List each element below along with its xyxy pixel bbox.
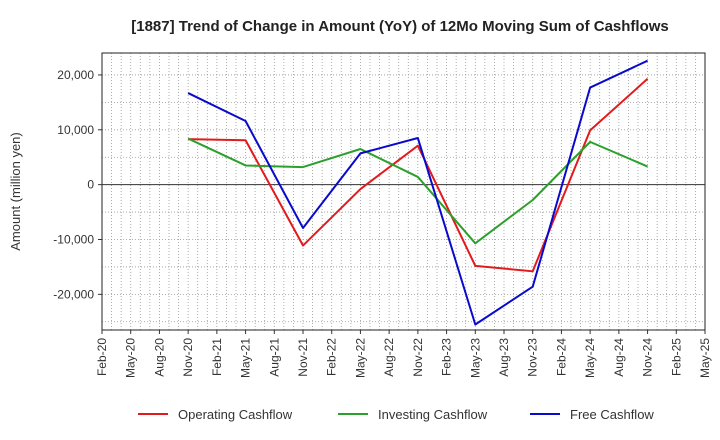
x-tick-label: Feb-25 xyxy=(669,338,683,376)
x-tick-label: Nov-22 xyxy=(411,338,425,377)
y-tick-label: 20,000 xyxy=(57,68,94,82)
x-tick-label: Nov-21 xyxy=(296,338,310,377)
x-tick-label: Aug-21 xyxy=(267,338,281,377)
x-tick-label: Nov-20 xyxy=(181,338,195,377)
series-line-free-cashflow xyxy=(187,59,648,326)
x-tick-label: May-21 xyxy=(239,338,253,378)
plot-area xyxy=(101,52,706,331)
legend-label-investing-cashflow: Investing Cashflow xyxy=(378,407,488,422)
x-tick-label: May-24 xyxy=(583,338,597,378)
x-tick-label: May-23 xyxy=(468,338,482,378)
y-tick-label: 10,000 xyxy=(57,123,94,137)
x-tick-label: May-20 xyxy=(124,338,138,378)
y-axis-label: Amount (million yen) xyxy=(8,132,23,251)
series-lines xyxy=(187,59,649,326)
grid-lines xyxy=(101,53,706,330)
x-tick-label: Feb-23 xyxy=(440,338,454,376)
x-tick-label: Aug-23 xyxy=(497,338,511,377)
chart-title: [1887] Trend of Change in Amount (YoY) o… xyxy=(131,18,669,35)
y-tick-label: -10,000 xyxy=(53,232,94,246)
x-tick-label: Feb-22 xyxy=(325,338,339,376)
x-axis-ticks: Feb-20 May-20 Aug-20 Nov-20 Feb-21 May-21 Aug-… xyxy=(95,330,712,378)
x-tick-label: Nov-23 xyxy=(526,338,540,377)
x-tick-label: Feb-24 xyxy=(554,338,568,376)
y-tick-label: 0 xyxy=(87,178,94,192)
series-line-operating-cashflow xyxy=(188,78,649,273)
x-tick-label: Nov-24 xyxy=(641,338,655,377)
x-tick-label: Feb-20 xyxy=(95,338,109,376)
y-tick-label: -20,000 xyxy=(53,287,94,301)
y-axis-ticks: 20,000 10,000 0 -10,000 -20,000 xyxy=(53,68,102,301)
x-tick-label: Aug-22 xyxy=(382,338,396,377)
x-tick-label: May-25 xyxy=(698,338,712,378)
legend: Operating Cashflow Investing Cashflow Free… xyxy=(138,407,654,422)
x-tick-label: Aug-20 xyxy=(152,338,166,377)
x-tick-label: Feb-21 xyxy=(210,338,224,376)
series-line-investing-cashflow xyxy=(187,137,648,245)
x-tick-label: Aug-24 xyxy=(612,338,626,377)
legend-label-free-cashflow: Free Cashflow xyxy=(570,407,654,422)
legend-label-operating-cashflow: Operating Cashflow xyxy=(178,407,293,422)
x-tick-label: May-22 xyxy=(353,338,367,378)
